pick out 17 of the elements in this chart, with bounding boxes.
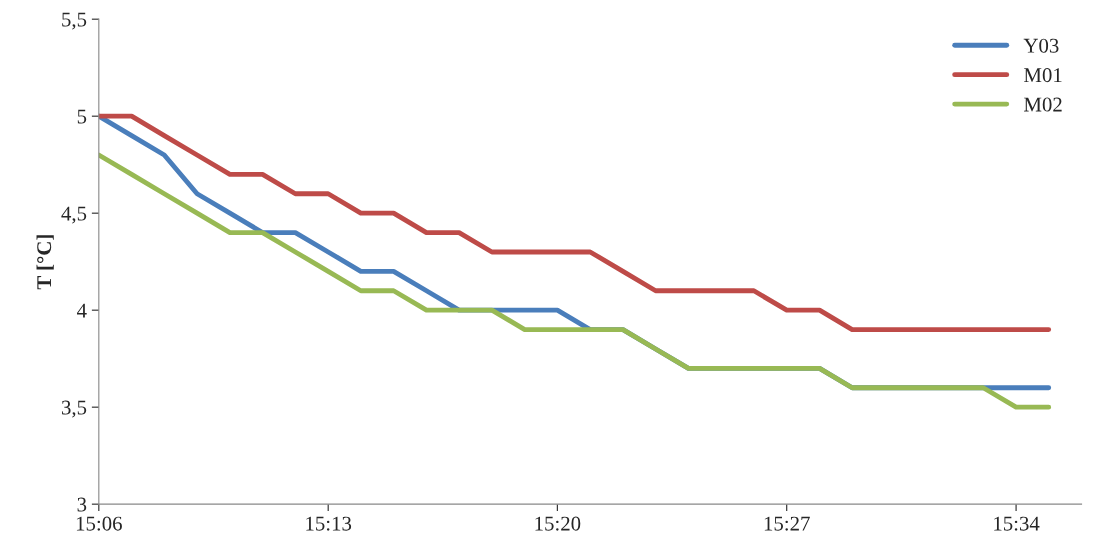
y-tick-label: 4 <box>77 303 87 318</box>
legend-label: M01 <box>1024 68 1062 83</box>
y-tick-label: 5 <box>77 109 87 124</box>
y-axis-title: T [°C] <box>36 235 54 290</box>
y-tick-label: 5,5 <box>62 12 87 30</box>
y-tick-label: 4,5 <box>61 206 87 224</box>
legend-label: Y03 <box>1023 38 1059 53</box>
line-series <box>98 152 1052 410</box>
x-tick-label: 15:13 <box>306 516 352 531</box>
x-tick-label: 15:20 <box>535 516 581 531</box>
x-tick-label: 15:34 <box>994 516 1040 531</box>
x-tick-label: 15:27 <box>764 516 810 531</box>
x-tick-label: 15:06 <box>76 516 122 531</box>
y-tick-label: 3 <box>77 497 87 512</box>
y-tick-label: 3,5 <box>61 400 87 418</box>
legend-label: M02 <box>1024 97 1062 112</box>
line-series <box>98 113 1052 332</box>
